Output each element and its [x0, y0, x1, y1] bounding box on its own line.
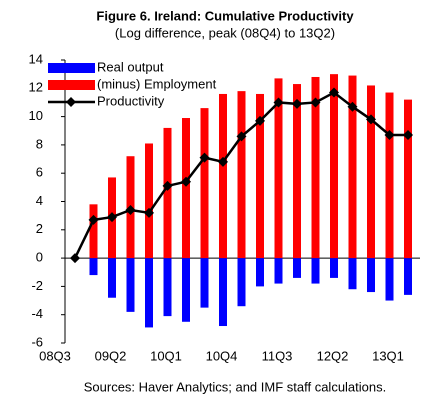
bar [163, 258, 172, 317]
y-tick-label: 14 [29, 51, 43, 66]
bar [200, 258, 209, 308]
chart-subtitle: (Log difference, peak (08Q4) to 13Q2) [115, 25, 335, 40]
marker [107, 212, 117, 223]
bar [348, 258, 357, 290]
bar [145, 258, 153, 328]
y-tick-label: 8 [36, 136, 43, 151]
legend-marker [66, 97, 76, 107]
bar [219, 93, 227, 259]
bar [89, 204, 98, 259]
x-tick-label: 09Q2 [95, 348, 127, 363]
bar [182, 118, 190, 259]
bar [330, 74, 338, 259]
y-tick-label: 2 [36, 221, 43, 236]
bar [348, 75, 357, 259]
marker [70, 253, 80, 264]
y-tick-label: 10 [29, 108, 43, 123]
x-tick-label: 11Q3 [262, 348, 293, 363]
bar [200, 108, 209, 259]
marker [310, 97, 321, 108]
marker [347, 101, 358, 112]
bar [163, 127, 172, 259]
y-tick-label: -6 [31, 334, 43, 349]
y-tick-label: -4 [31, 306, 43, 321]
marker [162, 180, 173, 191]
y-tick-label: 12 [29, 80, 43, 95]
legend-swatch [48, 63, 95, 73]
marker [125, 204, 136, 215]
marker [273, 97, 284, 108]
marker [181, 176, 191, 187]
x-tick-label: 08Q3 [39, 348, 71, 363]
bar [126, 258, 135, 312]
legend-label: Productivity [97, 93, 165, 108]
marker [366, 114, 376, 125]
bar [219, 258, 227, 327]
bar [367, 258, 375, 293]
y-tick-label: 0 [36, 250, 43, 265]
bar [145, 143, 153, 259]
x-tick-label: 13Q1 [372, 348, 404, 363]
marker [403, 129, 413, 140]
bar [330, 258, 338, 278]
x-tick-label: 10Q1 [150, 348, 182, 363]
bar [404, 258, 412, 295]
bar [367, 85, 375, 259]
bar [108, 258, 116, 298]
bar [404, 99, 412, 259]
bar [311, 76, 320, 259]
source-note: Sources: Haver Analytics; and IMF staff … [84, 379, 387, 394]
bar [385, 258, 394, 301]
marker [329, 87, 339, 98]
legend-label: (minus) Employment [97, 76, 217, 91]
bar [256, 258, 264, 287]
bar [182, 258, 190, 322]
marker [88, 214, 99, 225]
bar [274, 78, 283, 259]
marker [236, 131, 247, 142]
bar [293, 258, 301, 278]
bar [311, 258, 320, 284]
bar [89, 258, 98, 276]
y-tick-label: 4 [36, 193, 43, 208]
bar [256, 93, 264, 259]
marker [218, 156, 228, 167]
legend-swatch [48, 80, 95, 90]
y-tick-label: 6 [36, 165, 43, 180]
bar [293, 84, 301, 259]
marker [144, 207, 154, 218]
x-tick-label: 10Q4 [206, 348, 238, 363]
marker [255, 115, 265, 126]
marker [199, 152, 210, 163]
marker [384, 129, 395, 140]
bar [385, 92, 394, 259]
y-tick-label: -2 [31, 278, 43, 293]
chart-title: Figure 6. Ireland: Cumulative Productivi… [96, 8, 354, 23]
bar [274, 258, 283, 284]
x-tick-label: 12Q2 [317, 348, 349, 363]
legend-label: Real output [97, 59, 164, 74]
bar [237, 91, 246, 259]
marker [292, 98, 302, 109]
bar [237, 258, 246, 307]
